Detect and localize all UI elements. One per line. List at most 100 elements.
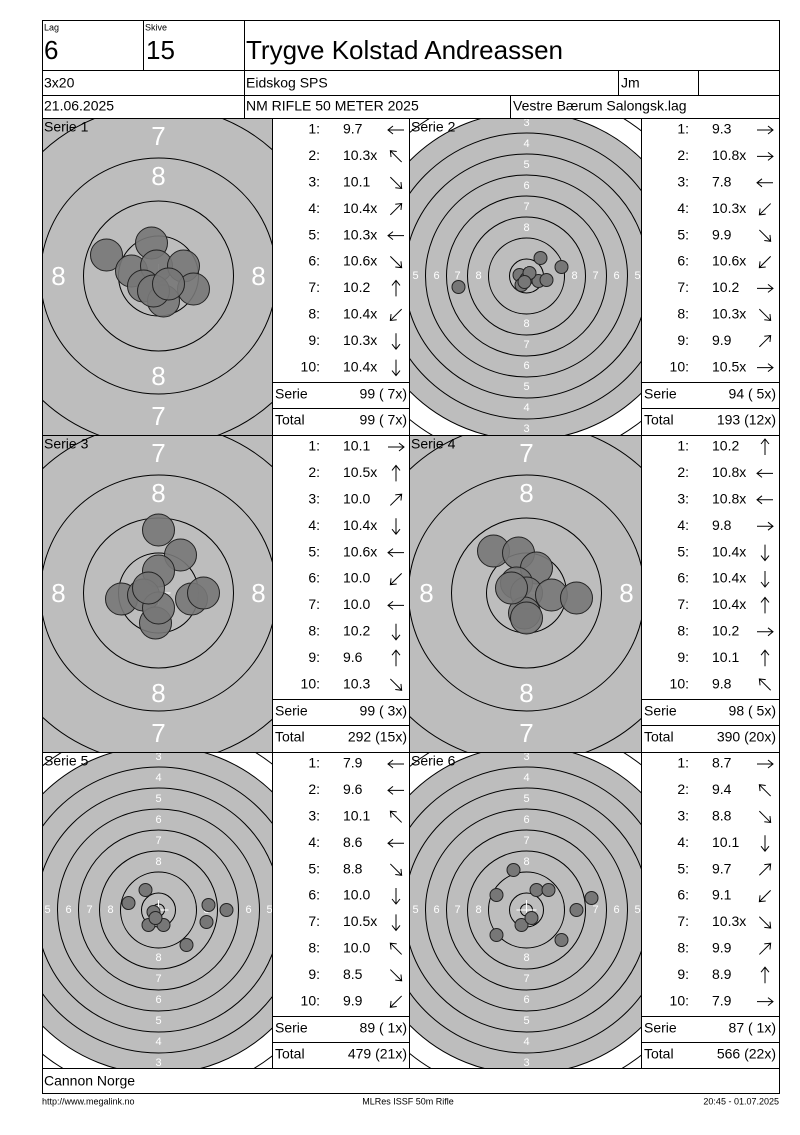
ring-label: 8 [619,578,633,608]
shot-score: 8.8 [343,860,363,876]
direction-arrow [757,284,774,293]
shot-number: 8: [308,623,320,639]
shot-score: 10.1 [343,438,370,454]
ring-label: 8 [475,904,481,916]
ring-label: 8 [523,222,529,234]
shot-hole [90,238,123,272]
shot-hole [219,903,234,917]
shot-number: 8: [677,940,689,956]
ring-label: 8 [51,578,65,608]
ring-label: 3 [155,1057,161,1069]
direction-arrow [758,784,772,797]
ring-label: 8 [151,361,165,391]
direction-arrow [389,863,403,876]
total-score: 193 (12x) [717,412,776,428]
shot-number: 7: [308,279,320,295]
shot-number: 3: [308,491,320,507]
ring [410,474,641,712]
shot-number: 1: [677,438,689,454]
url: http://www.megalink.no [42,1096,135,1106]
ring [410,766,641,1054]
ring-label: 8 [151,678,165,708]
shot-number: 1: [677,121,689,137]
direction-arrow [757,627,774,637]
shot-score: 9.9 [343,992,363,1008]
ring-label: 8 [251,261,265,291]
ring-label: 4 [523,402,529,414]
shot-number: 3: [308,174,320,190]
ring [410,153,641,399]
ring [120,871,197,949]
total-label: Total [644,412,674,428]
shot-hole [514,918,529,932]
direction-arrow [760,571,770,588]
black [410,753,641,1069]
ring-label: 6 [433,270,439,282]
shot-number: 9: [308,966,320,982]
ring-label: 3 [523,117,529,129]
shot-score: 9.9 [712,226,732,242]
ring-label: 8 [523,318,529,330]
ring-label: 7 [454,270,460,282]
ring [410,132,641,420]
direction-arrow [389,995,403,1008]
shot-number: 10: [670,675,689,691]
direction-arrow [757,363,774,372]
ring-label: 4 [23,904,29,916]
target: 15 [146,35,175,65]
shot-hole [179,938,194,952]
ring-label: 5 [523,793,529,805]
shot-hole [560,581,593,615]
label: Lag [44,22,59,32]
total-label: Total [644,1046,674,1062]
ring-label: 7 [592,904,598,916]
shot-number: 10: [301,358,320,374]
serie-score: 98 ( 5x) [729,703,776,719]
ring-label: 6 [155,814,161,826]
shot-score: 10.1 [343,174,370,190]
total-score: 292 (15x) [348,729,407,745]
ring-label: 7 [523,339,529,351]
ring-label: 5 [44,904,50,916]
shot-number: 2: [308,147,320,163]
ring-label: 8 [519,478,533,508]
shot-number: 4: [677,517,689,533]
serie-label: Serie [275,703,308,719]
total-label: Total [644,729,674,745]
ring-label: 3 [523,1057,529,1069]
shot-hole [569,903,584,917]
direction-arrow [391,649,401,667]
shot-hole [451,280,466,294]
shot-score: 10.0 [343,596,370,612]
direction-arrow [760,966,770,984]
shot-hole [132,571,165,605]
direction-arrow [758,916,772,929]
club: Eidskog SPS [246,75,328,91]
series-title: Serie 6 [411,753,456,769]
shot-number: 6: [308,570,320,586]
direction-arrow [388,442,405,452]
shot-score: 10.4x [343,200,377,216]
shot-number: 9: [308,649,320,665]
ring [43,157,272,395]
shot-score: 10.1 [712,834,739,850]
ring-label: 4 [523,138,529,150]
direction-arrow [387,759,404,769]
shot-score: 10.4x [343,306,377,322]
shot-score: 9.8 [712,517,732,533]
shot-hole [510,601,543,635]
ring-label: 7 [523,835,529,847]
shot-number: 3: [677,808,689,824]
shot-hole [541,883,556,897]
ring-label: 7 [519,438,533,468]
shot-score: 9.7 [343,121,363,137]
shot-number: 6: [677,253,689,269]
shot-score: 10.1 [712,649,739,665]
total-label: Total [275,412,305,428]
shot-number: 5: [677,543,689,559]
ring [43,766,272,1054]
shot-hole [121,896,136,910]
ring-label: 5 [523,159,529,171]
